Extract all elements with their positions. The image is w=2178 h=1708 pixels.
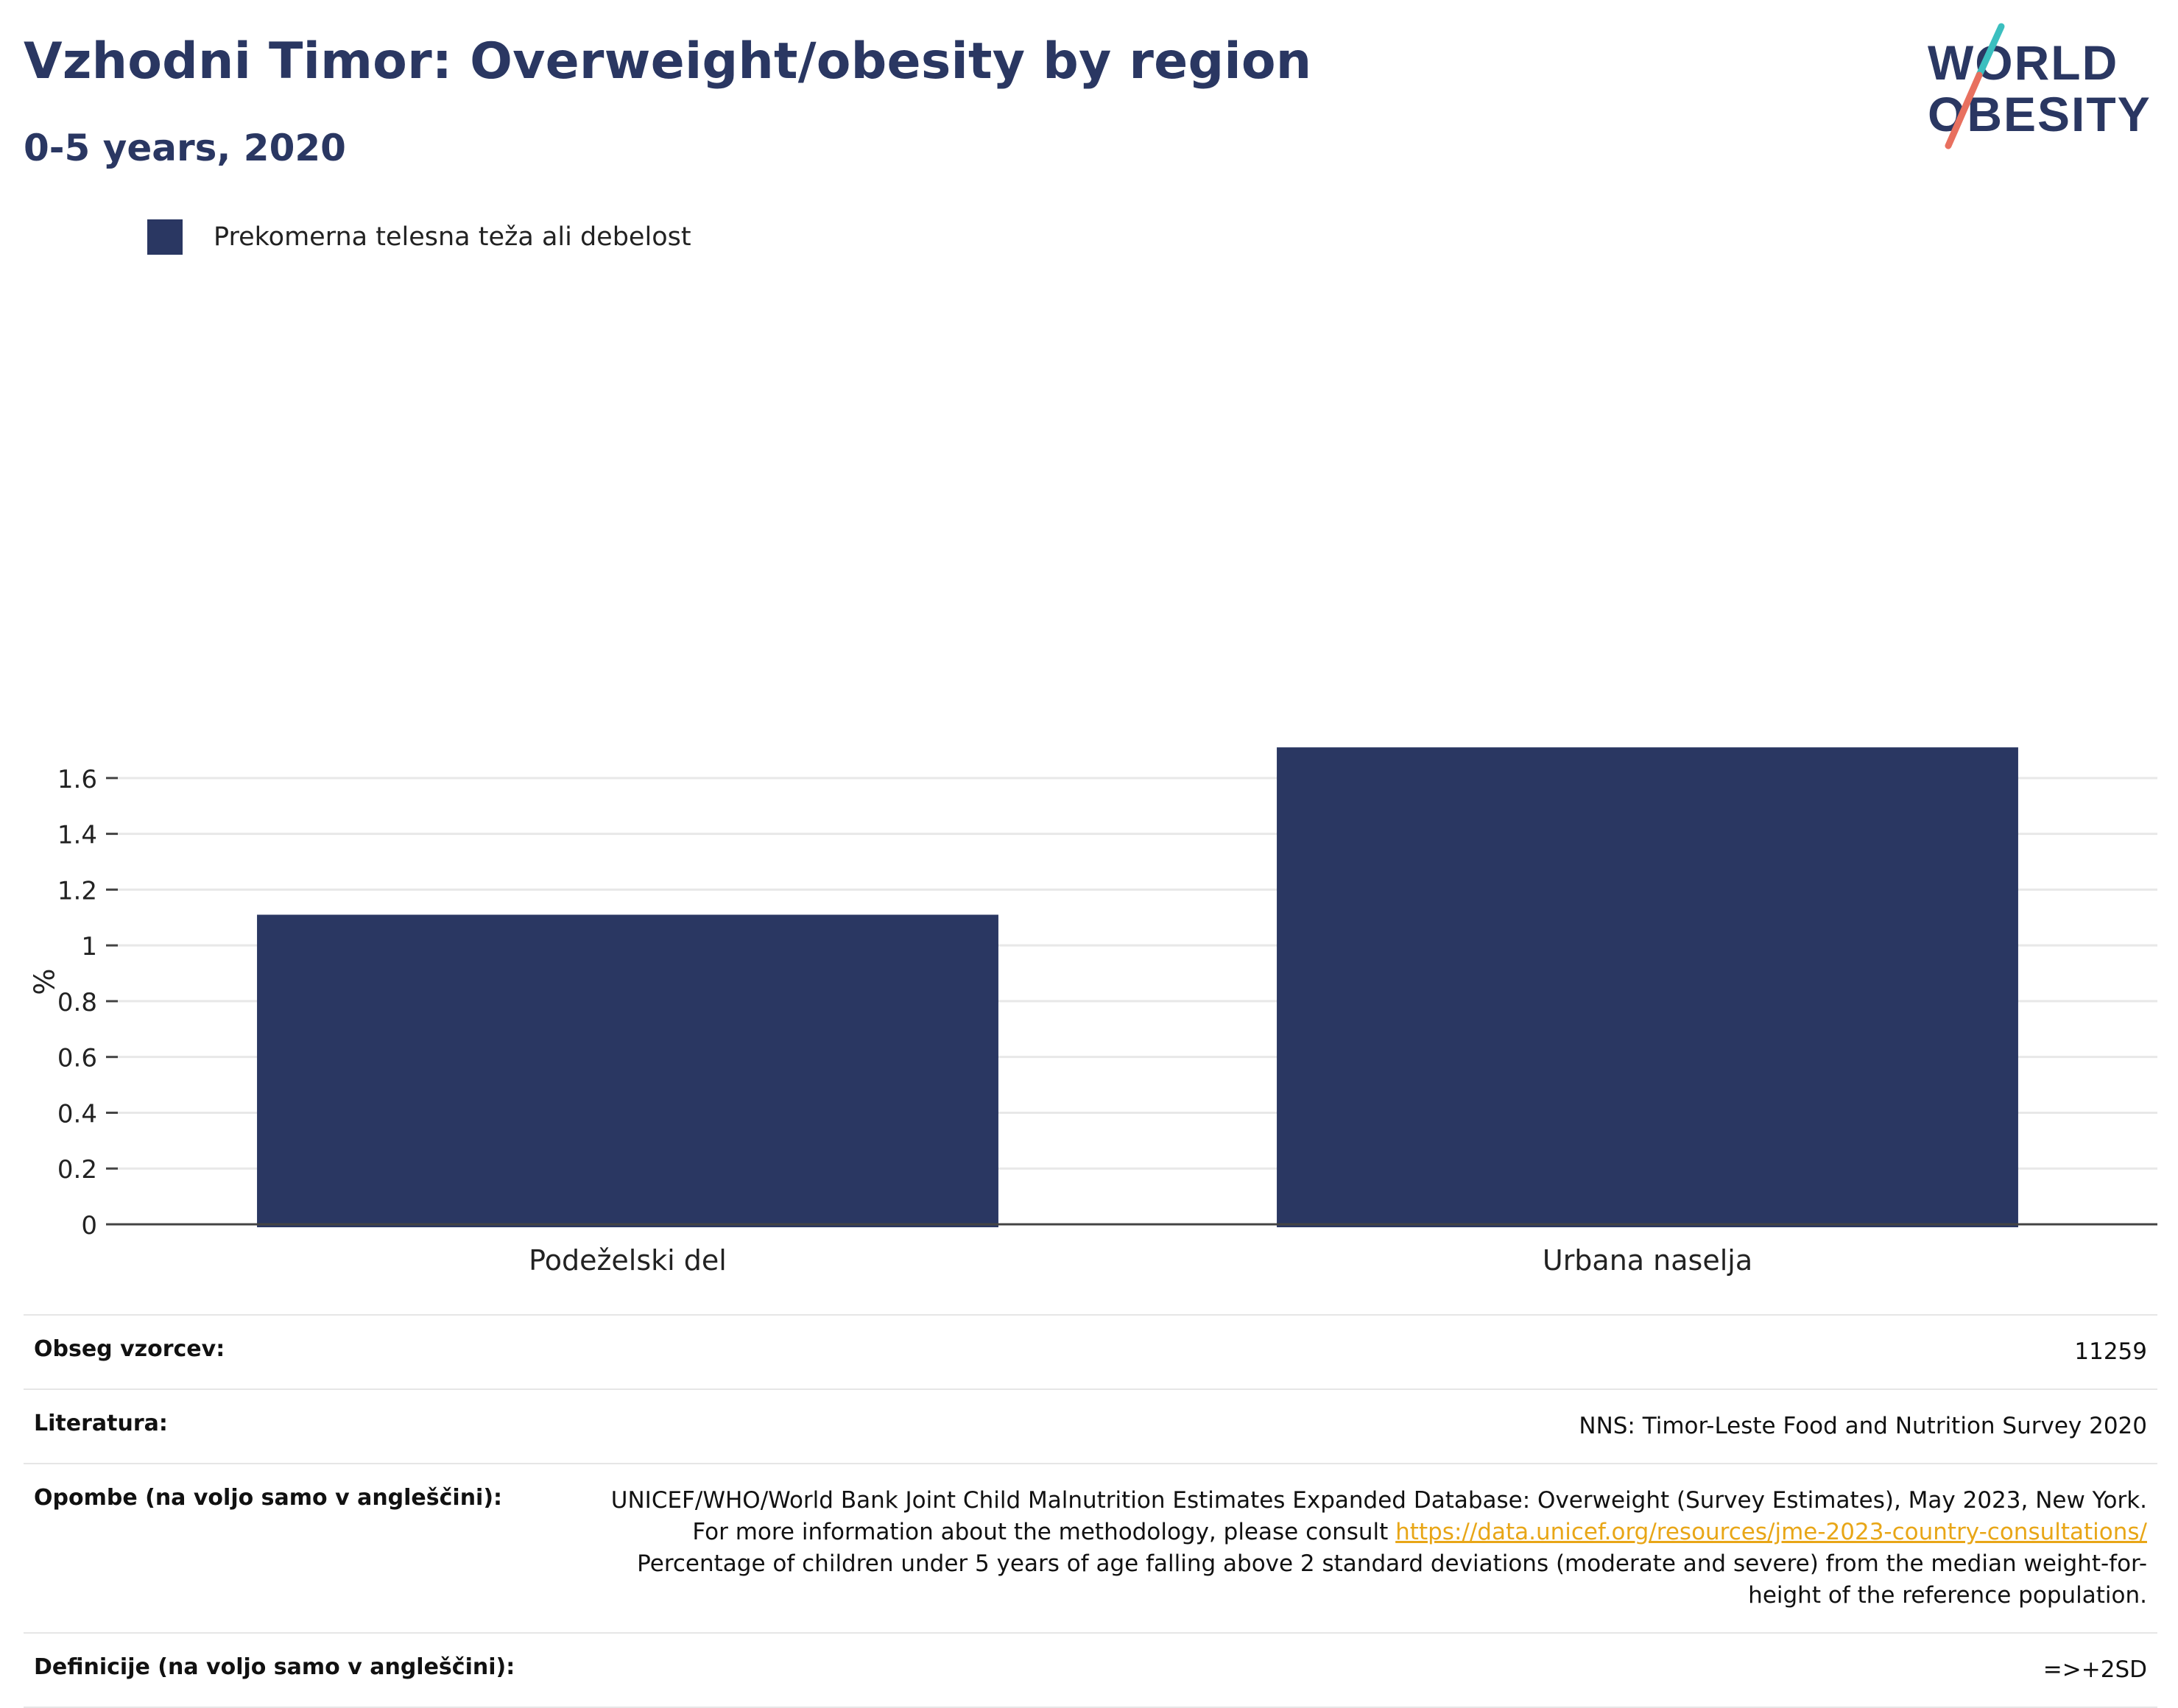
world-obesity-logo[interactable]: WORLD OBESITY [1914, 22, 2165, 155]
legend-label: Prekomerna telesna teža ali debelost [214, 222, 691, 252]
info-value-sample: 11259 [2074, 1338, 2147, 1365]
y-axis-label: % [28, 968, 60, 995]
info-value-notes: UNICEF/WHO/World Bank Joint Child Malnut… [601, 1485, 2147, 1612]
info-value-literature: NNS: Timor-Leste Food and Nutrition Surv… [1579, 1413, 2147, 1439]
logo-word-world: WORLD [1928, 35, 2118, 90]
y-tick-label: 0.4 [57, 1099, 97, 1129]
x-tick-label: Urbana naselja [1543, 1244, 1752, 1277]
bar-chart: 0 0.2 0.4 0.6 0.8 1 1.2 1.4 1.6 Podeželski del Ur… [28, 747, 2157, 1277]
chart-legend[interactable]: Prekomerna telesna teža ali debelost [147, 219, 691, 255]
y-tick-label: 0 [81, 1211, 97, 1241]
info-key-sample: Obseg vzorcev: [34, 1336, 225, 1362]
chart-subtitle: 0-5 years, 2020 [24, 127, 346, 169]
legend-swatch [147, 219, 183, 255]
bar[interactable] [1277, 747, 2018, 1227]
info-key-literature: Literatura: [34, 1411, 168, 1436]
y-tick-label: 0.2 [57, 1155, 97, 1185]
y-tick-label: 1.2 [57, 876, 97, 906]
y-tick-label: 0.6 [57, 1044, 97, 1073]
notes-link[interactable]: https://data.unicef.org/resources/jme-20… [1395, 1519, 2147, 1545]
info-table: Obseg vzorcev: 11259 Literatura: NNS: Ti… [24, 1314, 2157, 1708]
info-key-notes: Opombe (na voljo samo v angleščini): [34, 1485, 503, 1511]
info-row-sample: Obseg vzorcev: 11259 [24, 1314, 2157, 1388]
y-tick-label: 1.4 [57, 821, 97, 850]
info-key-definitions: Definicije (na voljo samo v angleščini): [34, 1654, 515, 1680]
notes-text: UNICEF/WHO/World Bank Joint Child Malnut… [610, 1487, 2147, 1545]
bar[interactable] [257, 914, 998, 1227]
y-tick-labels: 0 0.2 0.4 0.6 0.8 1 1.2 1.4 1.6 [57, 765, 118, 1241]
info-row-definitions: Definicije (na voljo samo v angleščini):… [24, 1632, 2157, 1708]
y-tick-label: 1.6 [57, 765, 97, 794]
info-value-definitions: =>+2SD [2043, 1656, 2147, 1683]
bars [257, 747, 2018, 1227]
y-tick-label: 1 [81, 932, 97, 961]
x-tick-labels: Podeželski del Urbana naselja [529, 1244, 1752, 1277]
info-row-notes: Opombe (na voljo samo v angleščini): UNI… [24, 1463, 2157, 1632]
y-tick-label: 0.8 [57, 988, 97, 1017]
chart-title: Vzhodni Timor: Overweight/obesity by reg… [24, 32, 1312, 91]
x-tick-label: Podeželski del [529, 1244, 727, 1277]
svg-text:WORLD: WORLD [1928, 35, 2118, 90]
info-row-literature: Literatura: NNS: Timor-Leste Food and Nu… [24, 1388, 2157, 1463]
notes-definition-text: Percentage of children under 5 years of … [637, 1550, 2147, 1609]
